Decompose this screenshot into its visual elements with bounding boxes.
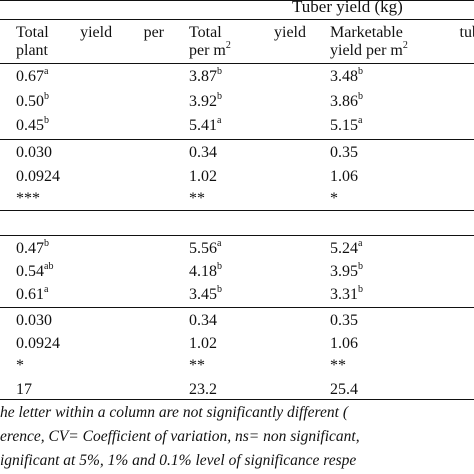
cv-value: 17 <box>16 381 32 398</box>
cell-value: 5.41a <box>189 114 222 134</box>
significance-value: ** <box>189 357 205 374</box>
cell-value: 3.48b <box>330 65 363 85</box>
col2-header-word: yield <box>274 24 306 41</box>
cell-value: 0.67a <box>16 65 49 85</box>
rule-section1-stats <box>0 139 474 140</box>
cell-value: 4.18b <box>189 260 222 280</box>
rule-top <box>0 0 474 1</box>
col2-header-line2: per m2 <box>189 39 231 59</box>
significance-value: *** <box>16 190 40 207</box>
cell-value: 3.92b <box>189 90 222 110</box>
stat-value: 0.35 <box>330 312 358 329</box>
stat-value: 0.030 <box>16 144 52 161</box>
cell-value: 3.87b <box>189 65 222 85</box>
significance-value: * <box>330 190 338 207</box>
cell-value: 5.15a <box>330 114 363 134</box>
cell-value: 3.45b <box>189 283 222 303</box>
cell-value: 0.61a <box>16 283 49 303</box>
cell-value: 0.47b <box>16 237 49 257</box>
stat-value: 0.34 <box>189 312 217 329</box>
col3-header-word: tub <box>459 24 474 41</box>
col1-header-word: yield <box>80 24 113 41</box>
rule-under-group-title <box>0 19 474 20</box>
col1-header-word: per <box>143 24 164 41</box>
cell-value: 0.45b <box>16 114 49 134</box>
cell-value: 5.56a <box>189 237 222 257</box>
col2-header-line1: Total yield <box>189 24 306 42</box>
col1-header-word: Total <box>16 24 49 41</box>
significance-value: * <box>16 357 24 374</box>
rule-bottom <box>0 399 474 400</box>
rule-section2-stats <box>0 307 474 308</box>
stat-value: 0.35 <box>330 144 358 161</box>
significance-value: ** <box>189 190 205 207</box>
stat-value: 1.06 <box>330 168 358 185</box>
cv-value: 25.4 <box>330 381 358 398</box>
cell-value: 3.86b <box>330 90 363 110</box>
cell-value: 0.50b <box>16 90 49 110</box>
stat-value: 0.34 <box>189 144 217 161</box>
stat-value: 0.030 <box>16 312 52 329</box>
cell-value: 0.54ab <box>16 260 54 280</box>
stat-value: 1.06 <box>330 335 358 352</box>
stat-value: 1.02 <box>189 168 217 185</box>
rule-under-header <box>0 63 474 64</box>
footnote-line-2: erence, CV= Coefficient of variation, ns… <box>0 428 360 445</box>
col1-header-line1: Total yield per <box>16 24 164 42</box>
stat-value: 0.0924 <box>16 168 60 185</box>
cell-value: 3.31b <box>330 283 363 303</box>
col3-header-word: Marketable <box>330 24 403 41</box>
col3-header-line2: yield per m2 <box>330 39 408 59</box>
cv-value: 23.2 <box>189 381 217 398</box>
rule-section2-start <box>0 235 474 236</box>
footnote-line-1: he letter within a column are not signif… <box>0 404 348 421</box>
col2-header-word: Total <box>189 24 222 41</box>
cell-value: 5.24a <box>330 237 363 257</box>
group-title: Tuber yield (kg) <box>292 0 403 16</box>
significance-value: ** <box>330 357 346 374</box>
col3-header-line1: Marketable tub <box>330 24 474 42</box>
stat-value: 0.0924 <box>16 335 60 352</box>
cell-value: 3.95b <box>330 260 363 280</box>
col1-header-line2: plant <box>16 42 48 59</box>
rule-section1-end <box>0 210 474 211</box>
stat-value: 1.02 <box>189 335 217 352</box>
footnote-line-3: ignificant at 5%, 1% and 0.1% level of s… <box>0 452 357 469</box>
